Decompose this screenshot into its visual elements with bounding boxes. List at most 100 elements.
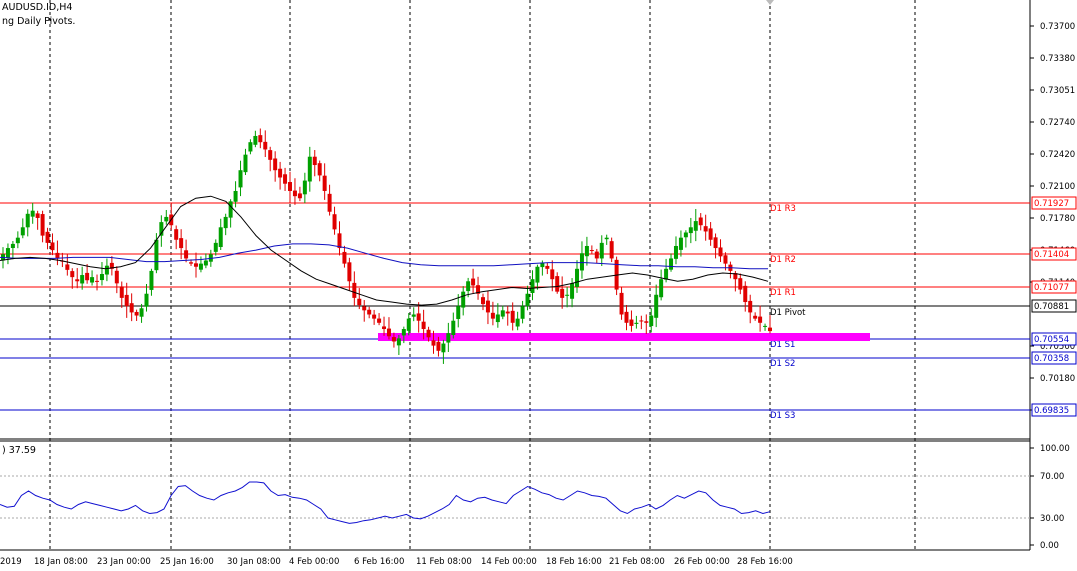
candle-body [302,180,307,195]
candle-body [406,318,411,331]
candle-body [149,270,154,290]
candle-body [292,190,297,197]
candle-body [154,239,159,271]
candle-body [159,222,164,236]
candle-body [50,242,55,251]
pivot-price-label: 0.71927 [1034,199,1069,209]
candle-body [476,285,481,294]
candle-body [342,251,347,264]
candle-body [317,163,322,176]
candle-body [550,269,555,280]
candle-body [515,318,520,327]
candle-body [579,253,584,271]
candle-body [184,250,189,259]
candle-body [733,273,738,280]
pivot-label: D1 S3 [770,411,795,421]
candle-body [570,283,575,299]
price-tick-label: 0.72740 [1040,118,1075,128]
candle-body [639,320,644,322]
pivot-price-label: 0.69835 [1034,406,1069,416]
candle-body [382,326,387,330]
support-zone [378,333,870,341]
candle-body [520,306,525,319]
candle-body [243,154,248,173]
candle-body [189,262,194,264]
candle-body [65,264,70,270]
pivot-price-box [1031,351,1077,365]
candle-body [510,310,515,323]
candle-body [35,213,40,218]
candle-body [218,227,223,248]
candle-body [396,338,401,346]
candle-body [456,306,461,319]
pivot-label: D1 S2 [770,359,795,369]
candle-body [471,278,476,286]
candle-body [535,266,540,283]
candle-body [584,245,589,257]
time-axis-label: 28 Feb 16:00 [737,557,793,567]
candle-body [609,241,614,259]
pivot-price-label: 0.71404 [1034,250,1069,260]
candle-body [768,327,772,332]
ma-slow-line [0,243,768,270]
candle-body [347,262,352,282]
candle-body [129,303,134,313]
pivot-label: D1 R2 [770,255,796,265]
candle-body [198,263,203,270]
candle-body [70,271,75,278]
candle-body [426,329,431,338]
candle-body [213,242,218,252]
time-axis-label: 18 Feb 16:00 [546,557,602,567]
candle-body [139,308,144,317]
candle-body [332,214,337,230]
candle-body [634,322,639,324]
candle-body [273,158,278,171]
candle-body [193,263,198,267]
candle-body [119,286,124,298]
candle-body [560,288,565,298]
price-tick-label: 0.72420 [1040,150,1075,160]
time-axis-label: 18 Jan 08:00 [34,557,88,567]
candle-body [619,292,624,315]
candle-body [654,294,659,318]
candle-body [144,293,149,307]
candle-body [669,258,674,270]
candle-body [575,268,580,287]
candle-body [505,311,510,314]
time-axis-label: 30 Jan 08:00 [227,557,281,567]
candle-body [362,306,367,311]
candle-body [599,242,604,259]
candle-body [25,213,30,228]
candle-body [322,175,327,191]
candle-body [258,135,263,143]
candle-body [312,156,317,166]
candle-body [228,201,233,218]
candle-body [540,262,545,268]
candle-body [545,265,550,269]
candle-body [278,168,283,178]
indicator-name: ng Daily Pivots. [2,16,76,27]
candle-body [75,279,80,282]
candle-body [688,227,693,234]
candle-body [673,245,678,259]
candle-body [683,232,688,238]
time-axis-label: 11 Feb 08:00 [416,557,472,567]
candle-body [80,275,85,284]
price-tick-label: 0.73380 [1040,54,1075,64]
candle-body [678,237,683,250]
candle-body [624,311,629,323]
candle-body [45,231,50,243]
candle-body [5,248,10,258]
candle-body [391,337,396,342]
rsi-tick-label: 30.00 [1040,514,1064,524]
price-tick-label: 0.73051 [1040,86,1075,96]
pivot-price-label: 0.70358 [1034,354,1069,364]
candle-body [763,325,768,327]
candle-body [307,156,312,182]
candle-body [451,320,456,336]
pivot-label: D1 R3 [770,204,796,214]
candle-body [297,193,302,199]
candle-body [203,260,208,266]
candle-body [357,298,362,306]
